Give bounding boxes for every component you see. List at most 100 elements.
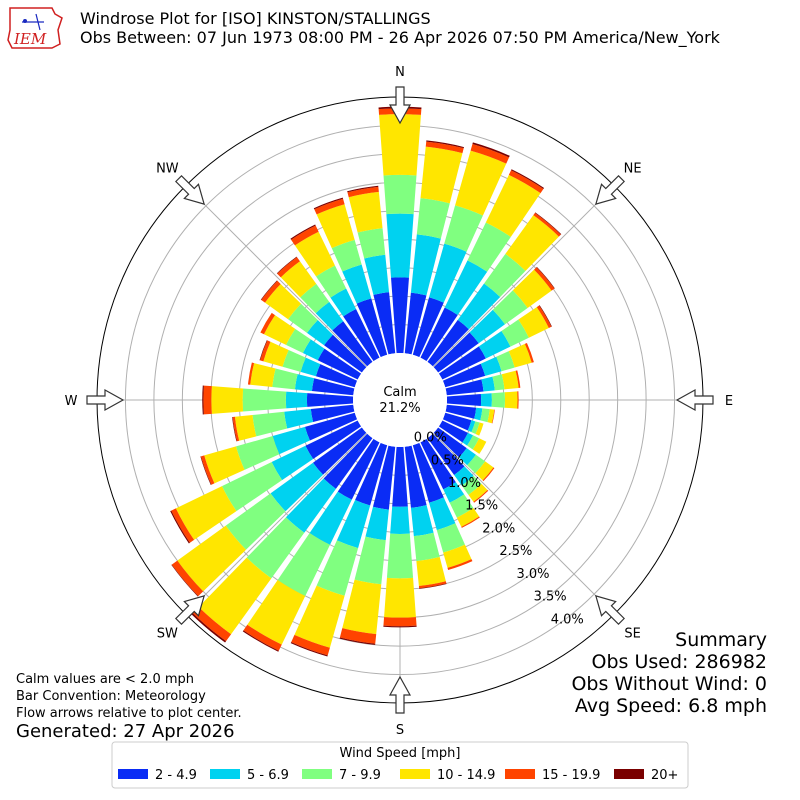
bar-segment — [306, 320, 333, 346]
bar-segment — [347, 186, 379, 198]
bar-segment — [412, 442, 444, 503]
generated-date: Generated: 27 Apr 2026 — [16, 721, 235, 742]
legend-label: 15 - 19.9 — [542, 768, 600, 783]
bar-segment — [412, 297, 444, 358]
legend-title: Wind Speed [mph] — [340, 746, 461, 761]
bar-segment — [263, 315, 296, 345]
bar-segment — [242, 630, 279, 652]
bar-segment — [200, 455, 215, 485]
calm-label: Calm — [383, 385, 416, 400]
bar-segment — [260, 312, 276, 335]
bar-segment — [461, 516, 480, 528]
bar-segment — [200, 456, 212, 486]
bar-segment — [472, 438, 487, 454]
radial-tick-label: 1.5% — [465, 499, 498, 514]
bar-segment — [364, 254, 390, 295]
bar-segment — [429, 243, 467, 303]
bar-segment — [356, 298, 388, 358]
bar-segment — [427, 433, 465, 476]
bar-segment — [272, 368, 298, 390]
bar-segment — [309, 491, 352, 545]
bar-segment — [475, 422, 484, 436]
bar-segment — [384, 577, 416, 618]
bar-segment — [282, 349, 306, 372]
bar-segment — [342, 579, 382, 635]
bar-segment — [508, 170, 544, 194]
flow-arrow-icon — [174, 594, 206, 626]
bar-segment — [447, 559, 473, 571]
bar-segment — [339, 637, 376, 645]
bar-segment — [170, 510, 190, 544]
radial-tick-label: 4.0% — [551, 612, 584, 627]
bar-segment — [276, 256, 297, 274]
bar-segment — [468, 483, 488, 502]
radial-tick-label: 3.5% — [534, 590, 567, 605]
legend-label: 2 - 4.9 — [155, 768, 197, 783]
bar-segment — [504, 391, 518, 409]
bar-segment — [171, 560, 204, 597]
bar-segment — [330, 288, 357, 317]
bar-segment — [420, 146, 463, 204]
bar-segment — [317, 348, 362, 380]
radial-tick-label: 2.5% — [499, 544, 532, 559]
bar-segment — [177, 525, 246, 592]
bar-segment — [300, 357, 321, 377]
bar-segment — [331, 239, 362, 272]
bar-segment — [260, 340, 271, 362]
bar-segment — [290, 224, 316, 240]
bar-segment — [291, 225, 319, 246]
bar-segment — [518, 307, 549, 338]
calm-value: 21.2% — [379, 401, 420, 416]
bar-segment — [496, 351, 515, 372]
flow-arrow-icon — [675, 388, 714, 412]
bar-segment — [191, 613, 227, 643]
bar-segment — [456, 508, 480, 527]
bar-segment — [536, 266, 555, 289]
bar-segment — [260, 280, 278, 300]
bar-segment — [314, 198, 345, 215]
bar-segment — [416, 556, 446, 586]
bar-segment — [175, 486, 237, 540]
bar-segment — [235, 436, 280, 470]
bar-segment — [232, 416, 237, 442]
bar-segment — [539, 305, 552, 327]
bar-segment — [449, 494, 474, 518]
radial-tick-label: 2.0% — [482, 521, 515, 536]
flow-arrow-icon — [388, 675, 412, 714]
bar-segment — [478, 331, 511, 359]
iowa-outline-icon — [7, 7, 63, 49]
bar-segment — [171, 508, 195, 543]
bar-segment — [436, 523, 465, 553]
bar-segment — [482, 467, 495, 482]
bar-segment — [444, 205, 483, 252]
bar-segment — [192, 607, 232, 642]
bar-segment — [410, 505, 434, 537]
bar-segment — [315, 301, 344, 331]
bar-segment — [302, 339, 325, 361]
bar-segment — [285, 391, 308, 409]
grid-spoke — [432, 432, 615, 615]
bar-segment — [310, 404, 355, 422]
bar-segment — [383, 617, 417, 627]
flow-arrow-icon — [388, 86, 412, 125]
summary-obs-without-wind: Obs Without Wind: 0 — [571, 673, 767, 695]
bar-segment — [315, 364, 358, 388]
bar-segment — [454, 466, 474, 486]
bar-segment — [232, 416, 240, 442]
bar-segment — [250, 363, 276, 388]
bar-segment — [480, 356, 502, 376]
bar-segment — [467, 454, 486, 474]
bar-segment — [445, 379, 484, 396]
direction-label: SE — [624, 627, 640, 642]
bar-segment — [372, 445, 396, 510]
bar-segment — [312, 427, 367, 475]
bar-segment — [480, 393, 492, 407]
bar-segment — [446, 394, 482, 406]
summary-avg-speed: Avg Speed: 6.8 mph — [575, 695, 767, 717]
bar-segment — [313, 197, 344, 210]
direction-label: S — [396, 723, 404, 738]
legend-frame — [111, 741, 689, 789]
legend-swatch — [210, 769, 240, 779]
legend-swatch — [614, 769, 644, 779]
